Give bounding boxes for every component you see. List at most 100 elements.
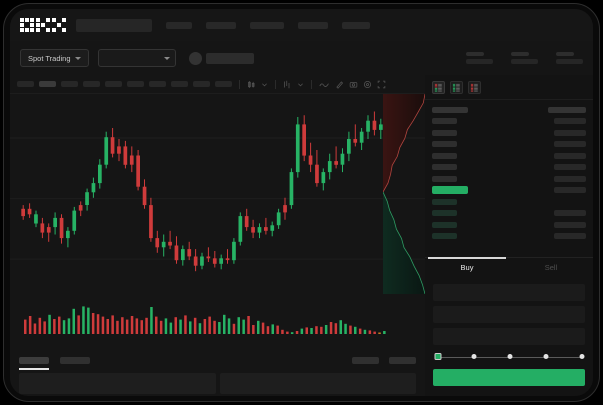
ticker-stat-value [511, 59, 538, 64]
orderbook-price [432, 129, 457, 136]
orderbook-amount [554, 129, 586, 136]
slider-node-100[interactable] [579, 354, 585, 359]
tab-sell-label: Sell [544, 263, 558, 272]
orderbook-amount [554, 233, 586, 240]
slider-node-25[interactable] [471, 354, 477, 359]
chart-bottom-tab-0[interactable] [19, 356, 49, 370]
chevron-down-icon[interactable] [261, 81, 268, 88]
orderbook-price [432, 233, 457, 240]
chart-bottom-action-0[interactable] [352, 356, 379, 364]
chart-bottom-action-label [389, 356, 416, 364]
timeframe-button-2[interactable] [61, 81, 78, 87]
ticker-stat-value [556, 59, 583, 64]
header-nav-item-4[interactable] [342, 21, 370, 29]
logo-glyph-o [20, 18, 34, 32]
ticker-stat-label [556, 52, 574, 56]
chart-bottom-tab-1[interactable] [60, 356, 90, 364]
timeframe-button-9[interactable] [215, 81, 232, 87]
header-nav-item-3[interactable] [298, 21, 328, 29]
slider-node-0[interactable] [434, 353, 442, 360]
spot-trading-dropdown[interactable]: Spot Trading [20, 49, 89, 67]
timeframe-button-7[interactable] [171, 81, 188, 87]
orderbook-row-spread[interactable] [432, 185, 586, 197]
bottom-tabs-right [352, 356, 416, 364]
orderbook-amount [554, 175, 586, 182]
line-chart-icon[interactable] [319, 80, 330, 89]
timeframe-button-5[interactable] [127, 81, 144, 87]
orderbook-price [432, 210, 457, 217]
app-header [10, 9, 593, 41]
orderbook-price [432, 221, 457, 228]
okx-logo-icon[interactable] [20, 18, 66, 32]
order-total-field[interactable] [433, 328, 585, 345]
spot-trading-label: Spot Trading [28, 53, 71, 63]
bottom-panel-1[interactable] [219, 373, 416, 394]
orderbook-row-ask[interactable] [432, 116, 586, 128]
timeframe-button-0[interactable] [17, 81, 34, 87]
orderbook-row-ask[interactable] [432, 139, 586, 151]
orderbook-amount [554, 187, 586, 194]
tab-buy[interactable]: Buy [425, 257, 509, 277]
tab-buy-label: Buy [460, 263, 474, 272]
settings-icon[interactable] [363, 80, 372, 89]
camera-icon[interactable] [349, 80, 358, 89]
chart-bottom-action-label [352, 356, 379, 364]
orderbook-row-bid[interactable] [432, 231, 586, 243]
bottom-panels [10, 373, 425, 396]
market-depth-svg [383, 94, 425, 294]
timeframe-button-6[interactable] [149, 81, 166, 87]
orderbook-row-bid[interactable] [432, 219, 586, 231]
orderbook-asks-icon[interactable] [468, 81, 481, 94]
instrument-ticker-row: Spot Trading [10, 41, 593, 75]
slider-node-50[interactable] [507, 354, 513, 359]
bottom-panel-0[interactable] [19, 373, 216, 394]
trading-pair-select[interactable] [97, 49, 176, 67]
chart-bottom-tabs [10, 349, 425, 371]
orderbook-list[interactable] [425, 100, 593, 242]
orderbook-spread-price [432, 186, 468, 195]
orderbook-price [432, 198, 457, 205]
order-amount-field[interactable] [433, 306, 585, 323]
pair-avatar [188, 51, 202, 65]
drawing-tools-icon[interactable] [335, 80, 344, 89]
orderbook-row-ask[interactable] [432, 162, 586, 174]
order-price-field[interactable] [433, 284, 585, 301]
orderbook-row-bid[interactable] [432, 196, 586, 208]
ticker-stat-0 [466, 52, 493, 64]
orderbook-price [432, 118, 457, 125]
trade-side-tabs: Buy Sell [425, 257, 593, 277]
orderbook-bids-icon[interactable] [450, 81, 463, 94]
chevron-down-icon[interactable] [297, 81, 304, 88]
orderbook-row-ask[interactable] [432, 127, 586, 139]
candlestick-chart[interactable] [10, 94, 425, 294]
timeframe-button-8[interactable] [193, 81, 210, 87]
timeframe-button-1[interactable] [39, 81, 56, 87]
indicators-icon[interactable] [283, 80, 292, 89]
orderbook-amount [554, 164, 586, 171]
amount-percent-slider[interactable] [434, 351, 585, 363]
candlestick-type-icon[interactable] [247, 80, 256, 89]
orderbook-amount [554, 221, 586, 228]
slider-node-75[interactable] [543, 354, 549, 359]
orderbook-row-ask[interactable] [432, 173, 586, 185]
orderbook-both-icon[interactable] [432, 81, 445, 94]
orderbook-row-ask[interactable] [432, 150, 586, 162]
search-input[interactable] [76, 18, 152, 32]
volume-chart[interactable] [10, 294, 425, 349]
timeframe-button-4[interactable] [105, 81, 122, 87]
orderbook-row-bid[interactable] [432, 208, 586, 220]
header-nav-item-2[interactable] [250, 21, 284, 29]
volume-svg [24, 306, 386, 334]
candlestick-svg [10, 111, 425, 272]
orderbook-amount [554, 152, 586, 159]
header-nav-item-1[interactable] [206, 21, 236, 29]
chart-bottom-action-1[interactable] [389, 356, 416, 364]
timeframe-button-3[interactable] [83, 81, 100, 87]
fullscreen-icon[interactable] [377, 80, 386, 89]
pair-name-label [205, 52, 254, 64]
orderbook-price [432, 141, 457, 148]
buy-submit-button[interactable] [433, 369, 585, 386]
header-nav-item-0[interactable] [166, 21, 192, 29]
tab-sell[interactable]: Sell [509, 258, 593, 277]
